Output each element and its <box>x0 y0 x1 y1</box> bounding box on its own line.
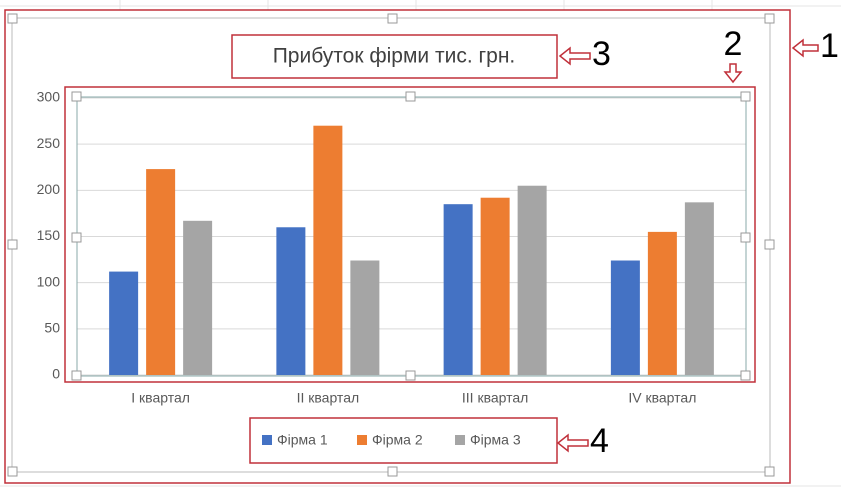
legend-label: Фірма 3 <box>470 432 521 448</box>
x-tick-label: II квартал <box>297 390 360 406</box>
legend-label: Фірма 1 <box>277 432 328 448</box>
bar <box>350 260 380 375</box>
highlight-title <box>231 34 558 79</box>
bar <box>443 204 473 375</box>
bar <box>684 202 714 375</box>
y-tick-label: 250 <box>37 135 61 151</box>
x-tick-label: III квартал <box>462 390 528 406</box>
y-tick-label: 150 <box>37 227 61 243</box>
highlight-plot-area <box>64 86 756 383</box>
y-tick-label: 0 <box>52 366 60 382</box>
legend-swatch <box>357 435 367 445</box>
selection-handles <box>7 13 775 477</box>
bar <box>517 185 547 375</box>
legend-label: Фірма 2 <box>372 432 423 448</box>
y-tick-label: 300 <box>37 89 61 105</box>
callout-arrows <box>556 38 819 453</box>
callout-number: 1 <box>820 27 839 65</box>
highlight-legend <box>249 417 558 464</box>
y-tick-label: 100 <box>37 273 61 289</box>
callout-number: 4 <box>590 422 609 460</box>
bar <box>276 227 306 375</box>
legend-swatch <box>455 435 465 445</box>
bar <box>109 271 139 375</box>
x-tick-label: I квартал <box>131 390 190 406</box>
y-tick-label: 200 <box>37 181 61 197</box>
bar <box>647 231 677 375</box>
bar <box>313 125 343 375</box>
callout-number: 3 <box>592 35 611 73</box>
bar <box>146 169 176 375</box>
callout-number: 2 <box>724 25 743 63</box>
chart-title[interactable]: Прибуток фірми тис. грн. <box>273 45 516 68</box>
y-tick-label: 50 <box>44 320 60 336</box>
bar <box>610 260 640 375</box>
highlight-chart-area <box>4 9 791 484</box>
bar <box>183 220 213 375</box>
bar <box>480 197 510 375</box>
legend-swatch <box>262 435 272 445</box>
x-tick-label: IV квартал <box>628 390 696 406</box>
